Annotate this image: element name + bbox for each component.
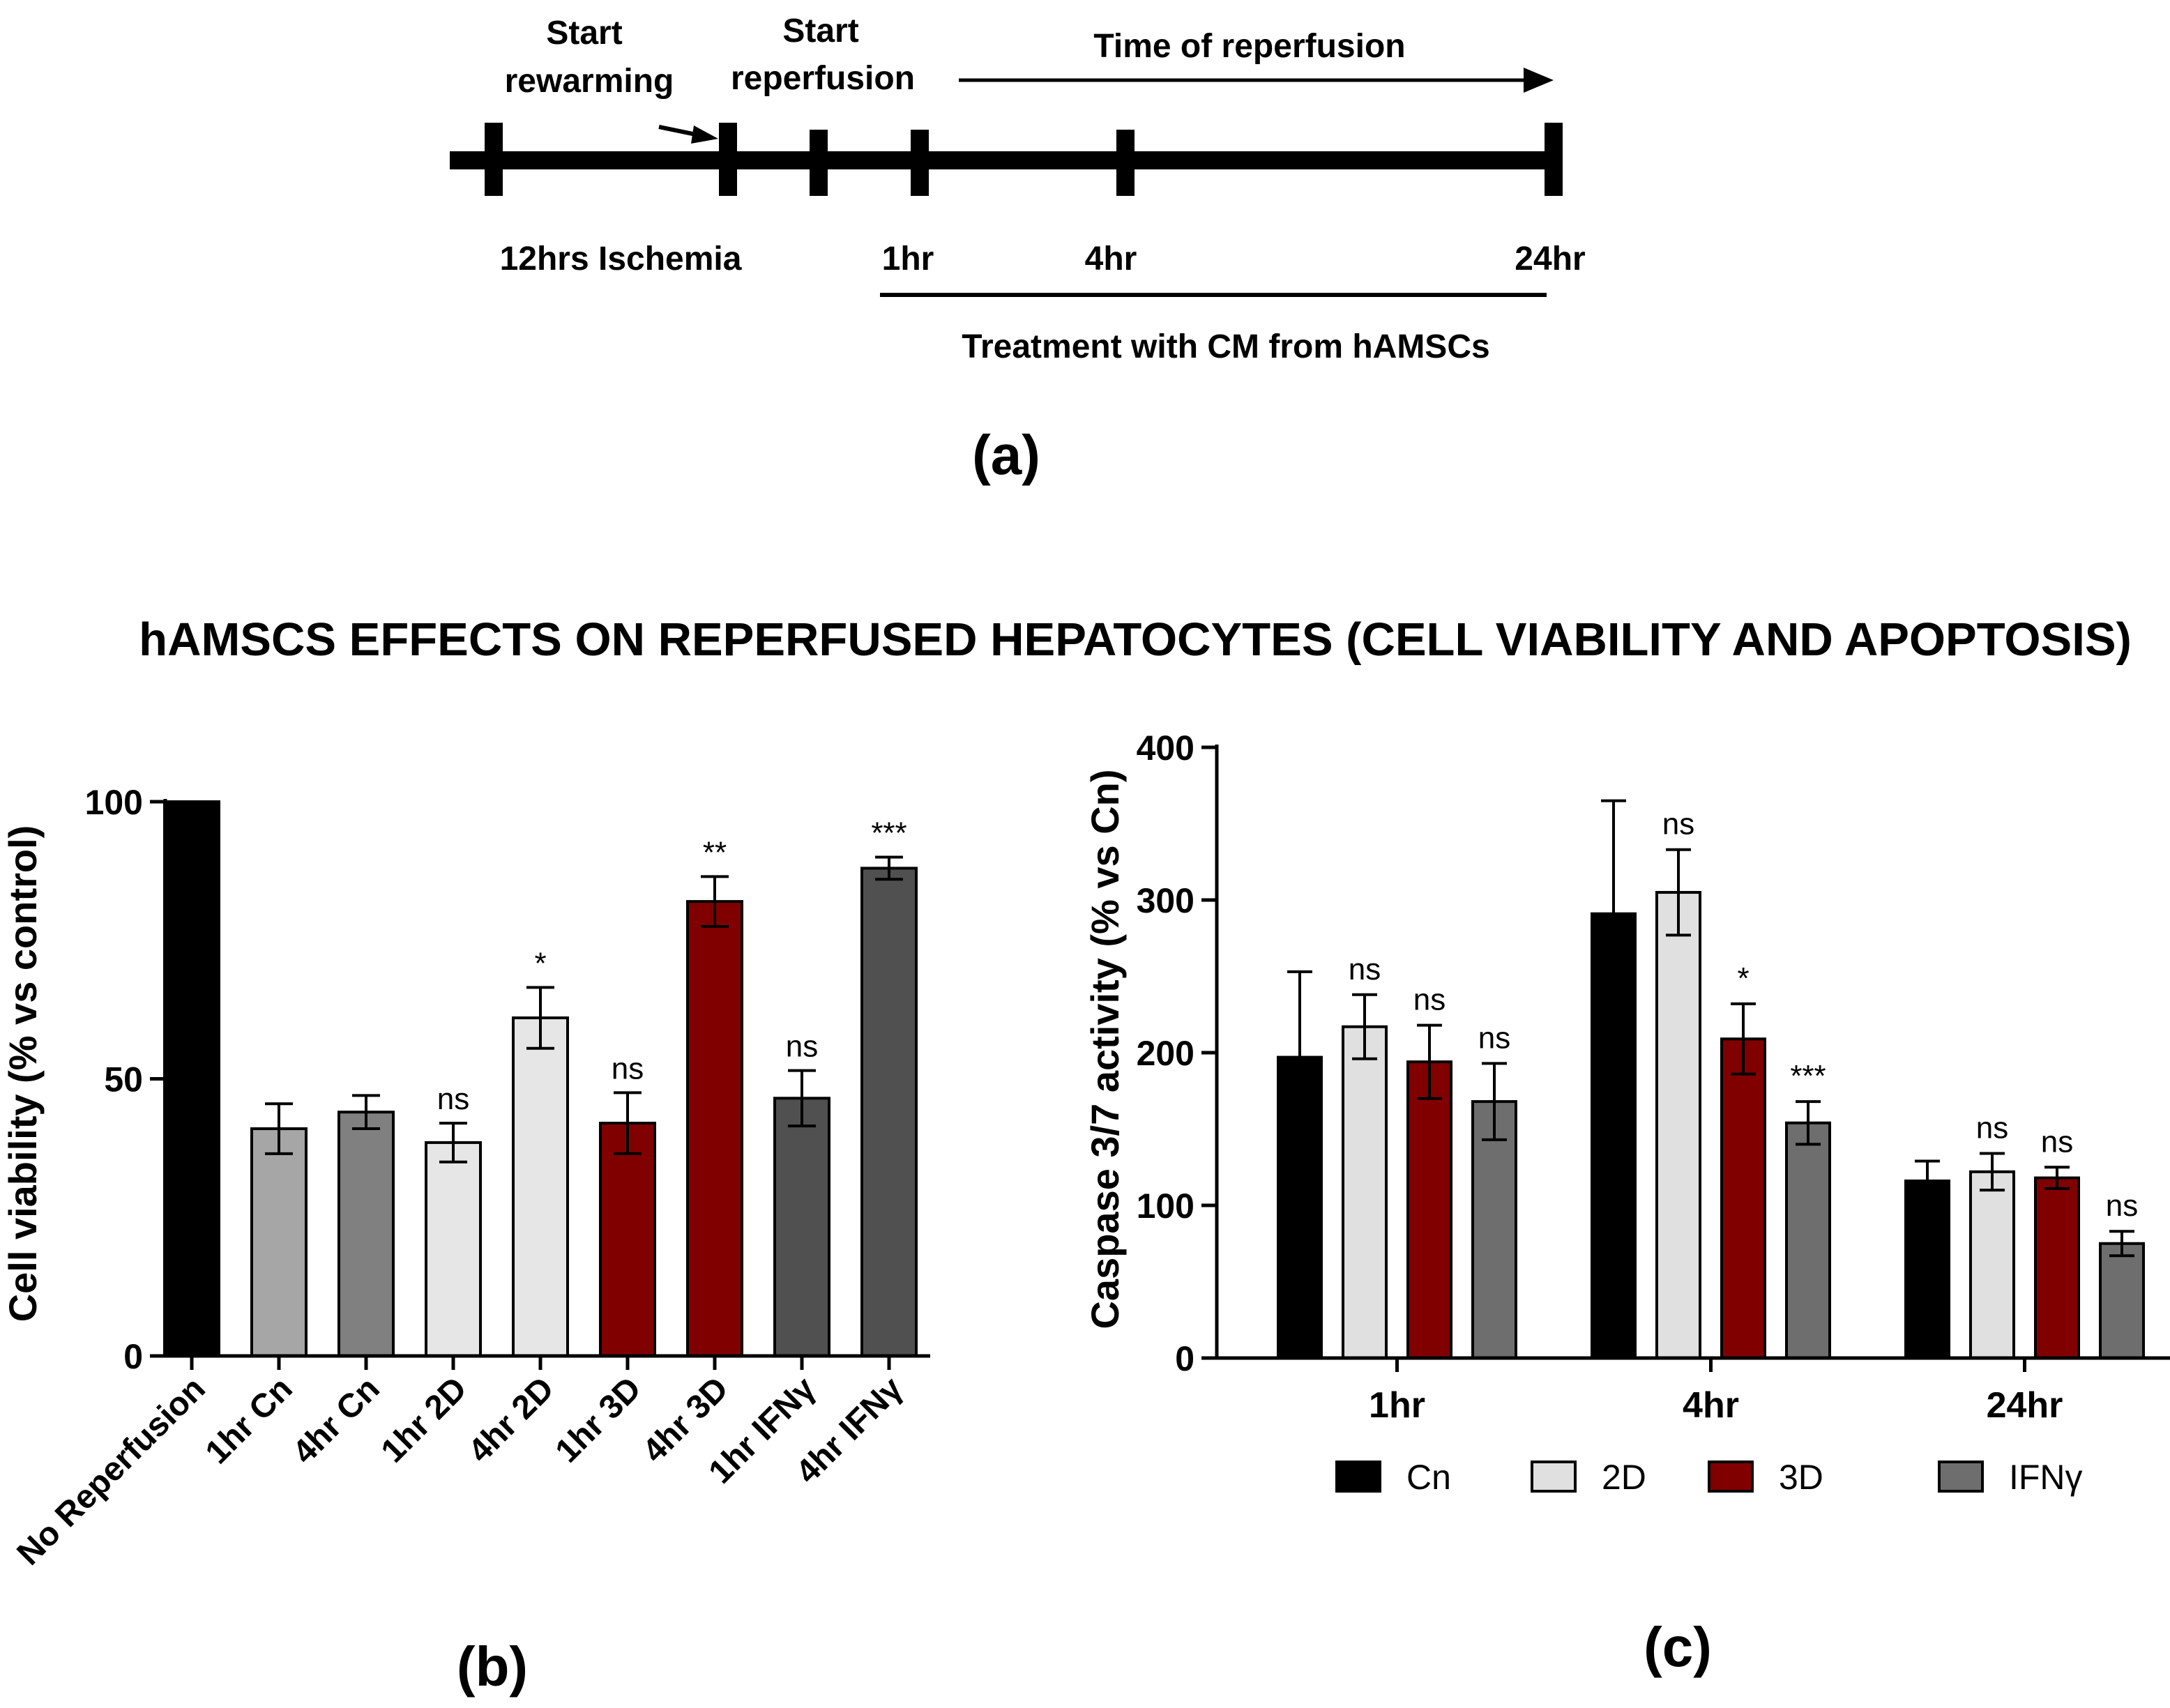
timeline-panel: Start rewarming Start reperfusion Time o… bbox=[450, 13, 1586, 486]
chart-c-significance: ns bbox=[1349, 952, 1381, 986]
chart-c-y-tick-label: 300 bbox=[1137, 881, 1194, 920]
caspase-chart: Caspase 3/7 activity (% vs Cn) 0 100 200 30… bbox=[1083, 729, 2170, 1678]
treatment-label: Treatment with CM from hAMSCs bbox=[962, 328, 1489, 365]
start-reperfusion-line2: reperfusion bbox=[731, 60, 915, 97]
chart-c-significance: * bbox=[1737, 961, 1749, 996]
timeline-24hr-label: 24hr bbox=[1515, 241, 1585, 277]
timeline-tick-rewarming bbox=[719, 123, 737, 196]
chart-c-bar bbox=[1471, 1100, 1517, 1359]
chart-b-x-tick-label: 1hr Cn bbox=[199, 1370, 300, 1471]
chart-c-significance: ns bbox=[1478, 1021, 1510, 1055]
chart-c-y-tick-label: 200 bbox=[1137, 1034, 1194, 1073]
chart-c-legend-label: 3D bbox=[1779, 1458, 1823, 1497]
chart-b-x-tick-label: No Reperfusion bbox=[10, 1370, 213, 1572]
chart-b-bars bbox=[163, 800, 918, 1358]
cell-viability-chart: Cell viability (% vs control) 0 50 100 ns *… bbox=[1, 783, 930, 1698]
chart-c-significance: ns bbox=[1662, 807, 1694, 841]
chart-b-x-tick-label: 4hr Cn bbox=[286, 1370, 387, 1471]
chart-c-ylabel: Caspase 3/7 activity (% vs Cn) bbox=[1083, 769, 1127, 1329]
chart-b-significance: ns bbox=[437, 1082, 469, 1116]
chart-b-significance: *** bbox=[871, 816, 906, 851]
chart-b-bar bbox=[337, 1111, 395, 1357]
start-rewarming-line1: Start bbox=[546, 15, 622, 52]
panel-c-label: (c) bbox=[1644, 1616, 1712, 1678]
reperfusion-arrow-head bbox=[1524, 68, 1554, 93]
timeline-tick-24hr bbox=[1545, 123, 1563, 196]
chart-b-bar bbox=[250, 1127, 308, 1358]
chart-b-significance: ns bbox=[612, 1051, 644, 1085]
chart-b-significance: ** bbox=[703, 835, 727, 869]
chart-b-y-tick-label: 50 bbox=[104, 1060, 143, 1099]
chart-b-significance: * bbox=[534, 946, 546, 980]
chart-c-significance: ns bbox=[1976, 1111, 2008, 1145]
chart-c-bar bbox=[1655, 891, 1701, 1360]
chart-b-bar bbox=[163, 800, 220, 1357]
chart-c-bar bbox=[1720, 1037, 1766, 1360]
timeline-tick-start bbox=[485, 123, 503, 196]
chart-b-bar bbox=[860, 867, 918, 1357]
chart-c-y-tick-label: 100 bbox=[1137, 1187, 1194, 1226]
chart-b-ylabel: Cell viability (% vs control) bbox=[1, 825, 45, 1322]
chart-c-legend-label: Cn bbox=[1406, 1458, 1451, 1497]
chart-b-significance-labels: ns * ns ** ns *** bbox=[437, 816, 907, 1117]
chart-c-legend-label: 2D bbox=[1602, 1458, 1646, 1497]
chart-b-bar bbox=[599, 1122, 656, 1357]
chart-c-bars bbox=[1277, 891, 2145, 1360]
timeline-tick-1hr bbox=[911, 130, 929, 196]
chart-b-bar bbox=[425, 1141, 482, 1358]
chart-c-bar bbox=[2099, 1242, 2145, 1359]
chart-c-bar bbox=[1969, 1170, 2015, 1359]
chart-b-y-axis: 0 50 100 bbox=[85, 783, 167, 1376]
chart-c-bar bbox=[1406, 1060, 1452, 1359]
chart-c-x-axis: 1hr 4hr 24hr bbox=[1217, 1356, 2170, 1426]
chart-c-x-tick-label: 1hr bbox=[1369, 1385, 1425, 1426]
chart-c-bar bbox=[1342, 1025, 1388, 1360]
chart-b-y-tick-label: 0 bbox=[123, 1337, 143, 1376]
chart-b-error-bars bbox=[265, 855, 903, 1164]
ischemia-label: 12hrs Ischemia bbox=[500, 241, 742, 277]
chart-c-legend: Cn 2D 3D IFNγ bbox=[1335, 1458, 2083, 1497]
chart-b-x-tick-label: 1hr 3D bbox=[549, 1370, 648, 1470]
chart-c-significance: *** bbox=[1790, 1059, 1826, 1093]
chart-c-y-axis: 0 100 200 300 400 bbox=[1137, 729, 1219, 1378]
timeline-1hr-label: 1hr bbox=[882, 241, 934, 277]
chart-c-bar bbox=[1785, 1121, 1831, 1359]
chart-c-legend-swatch bbox=[1708, 1461, 1754, 1493]
chart-c-legend-swatch bbox=[1531, 1461, 1577, 1493]
chart-c-x-tick-label: 24hr bbox=[1987, 1385, 2063, 1426]
timeline-4hr-label: 4hr bbox=[1085, 241, 1137, 277]
panel-b-label: (b) bbox=[457, 1635, 528, 1698]
rewarming-arrow-head bbox=[691, 125, 718, 144]
chart-b-bar bbox=[686, 900, 743, 1357]
chart-c-significance: ns bbox=[2106, 1189, 2138, 1223]
main-title: hAMSCS EFFECTS ON REPERFUSED HEPATOCYTES… bbox=[139, 613, 2132, 666]
chart-c-legend-swatch bbox=[1938, 1461, 1984, 1493]
chart-b-bar bbox=[773, 1097, 830, 1357]
chart-b-x-tick-label: 4hr 2D bbox=[462, 1370, 561, 1470]
chart-b-bar bbox=[512, 1016, 569, 1358]
chart-b-x-tick-label: 1hr 2D bbox=[374, 1370, 474, 1470]
timeline-tick-reperfusion bbox=[810, 130, 828, 196]
start-rewarming-line2: rewarming bbox=[505, 63, 674, 100]
chart-c-bar bbox=[2034, 1176, 2080, 1359]
timeline-tick-4hr bbox=[1116, 130, 1135, 196]
chart-c-x-tick-label: 4hr bbox=[1683, 1385, 1739, 1426]
chart-b-significance: ns bbox=[786, 1030, 818, 1064]
chart-c-y-tick-label: 0 bbox=[1175, 1339, 1194, 1378]
chart-c-significance: ns bbox=[1413, 983, 1446, 1017]
time-of-reperfusion-label: Time of reperfusion bbox=[1093, 28, 1405, 65]
chart-c-error-bars bbox=[1287, 799, 2134, 1258]
chart-b-y-tick-label: 100 bbox=[85, 783, 143, 822]
chart-c-legend-swatch bbox=[1335, 1461, 1381, 1493]
panel-a-label: (a) bbox=[972, 424, 1040, 486]
chart-c-legend-label: IFNγ bbox=[2009, 1458, 2083, 1497]
chart-c-bar bbox=[1904, 1179, 1950, 1359]
chart-c-y-tick-label: 400 bbox=[1137, 729, 1194, 768]
chart-c-significance: ns bbox=[2041, 1124, 2073, 1159]
start-reperfusion-line1: Start bbox=[782, 13, 858, 49]
